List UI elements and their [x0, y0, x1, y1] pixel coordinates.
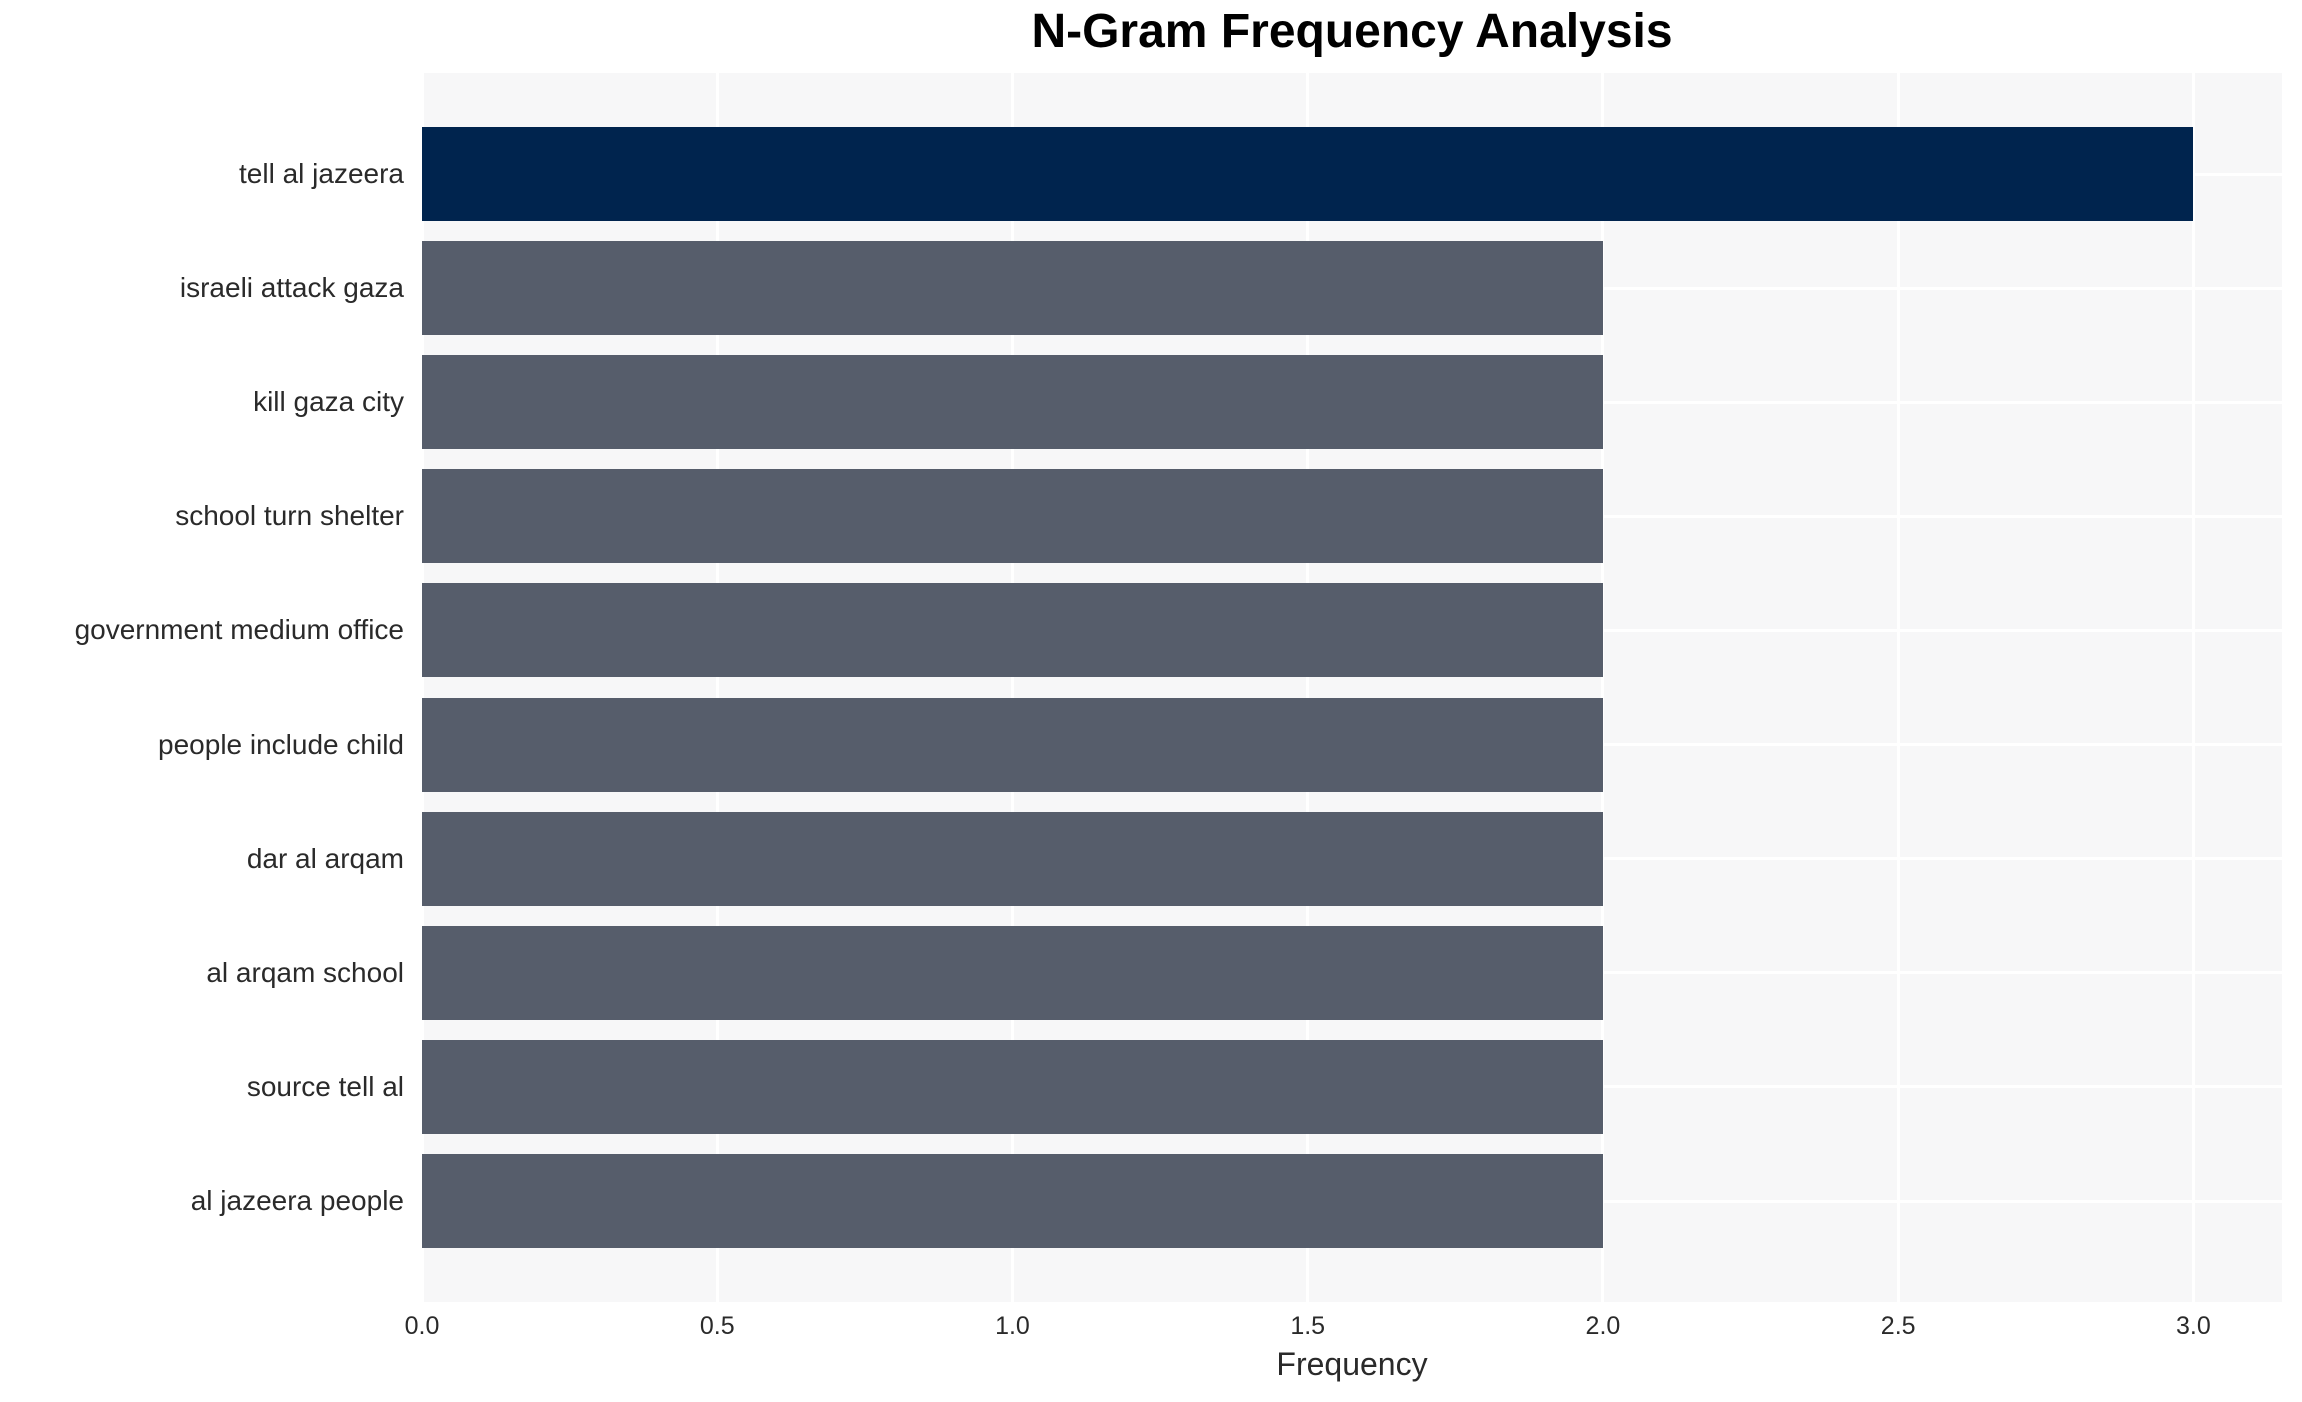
- y-tick-label: al arqam school: [206, 956, 404, 988]
- x-tick-label: 0.5: [699, 1312, 735, 1340]
- bar-government-medium-office: [422, 583, 1603, 678]
- x-tick-label: 2.0: [1585, 1312, 1621, 1340]
- x-axis-title: Frequency: [1276, 1346, 1428, 1382]
- bar-people-include-child: [422, 697, 1603, 792]
- vertical-gridline: [1896, 73, 1900, 1302]
- bar-dar-al-arqam: [422, 811, 1603, 906]
- vertical-gridline: [1306, 73, 1310, 1302]
- bar-tell-al-jazeera: [422, 127, 2194, 221]
- bar-school-turn-shelter: [422, 469, 1603, 564]
- vertical-gridline: [420, 73, 424, 1302]
- y-tick-label: people include child: [158, 728, 404, 760]
- x-tick-label: 0.0: [404, 1312, 440, 1340]
- vertical-gridline: [1010, 73, 1014, 1302]
- y-tick-label: kill gaza city: [253, 386, 404, 418]
- x-tick-label: 2.5: [1880, 1312, 1916, 1340]
- bar-al-arqam-school: [422, 925, 1603, 1020]
- vertical-gridline: [1601, 73, 1605, 1302]
- plot-area: [420, 73, 2282, 1302]
- y-tick-label: israeli attack gaza: [179, 272, 404, 304]
- bar-source-tell-al: [422, 1039, 1603, 1134]
- vertical-gridline: [715, 73, 719, 1302]
- y-tick-label: government medium office: [74, 614, 404, 646]
- y-tick-label: dar al arqam: [246, 842, 404, 874]
- vertical-gridline: [2191, 73, 2195, 1302]
- y-tick-label: source tell al: [246, 1070, 404, 1102]
- bar-al-jazeera-people: [422, 1154, 1603, 1248]
- y-tick-label: tell al jazeera: [239, 158, 404, 189]
- chart-title: N-Gram Frequency Analysis: [1031, 5, 1673, 58]
- x-tick-label: 3.0: [2176, 1312, 2211, 1340]
- y-tick-label: al jazeera people: [190, 1185, 404, 1216]
- y-tick-label: school turn shelter: [175, 500, 404, 532]
- x-tick-label: 1.5: [1290, 1312, 1326, 1340]
- bar-israeli-attack-gaza: [422, 241, 1603, 336]
- bar-kill-gaza-city: [422, 355, 1603, 450]
- x-tick-label: 1.0: [995, 1312, 1030, 1340]
